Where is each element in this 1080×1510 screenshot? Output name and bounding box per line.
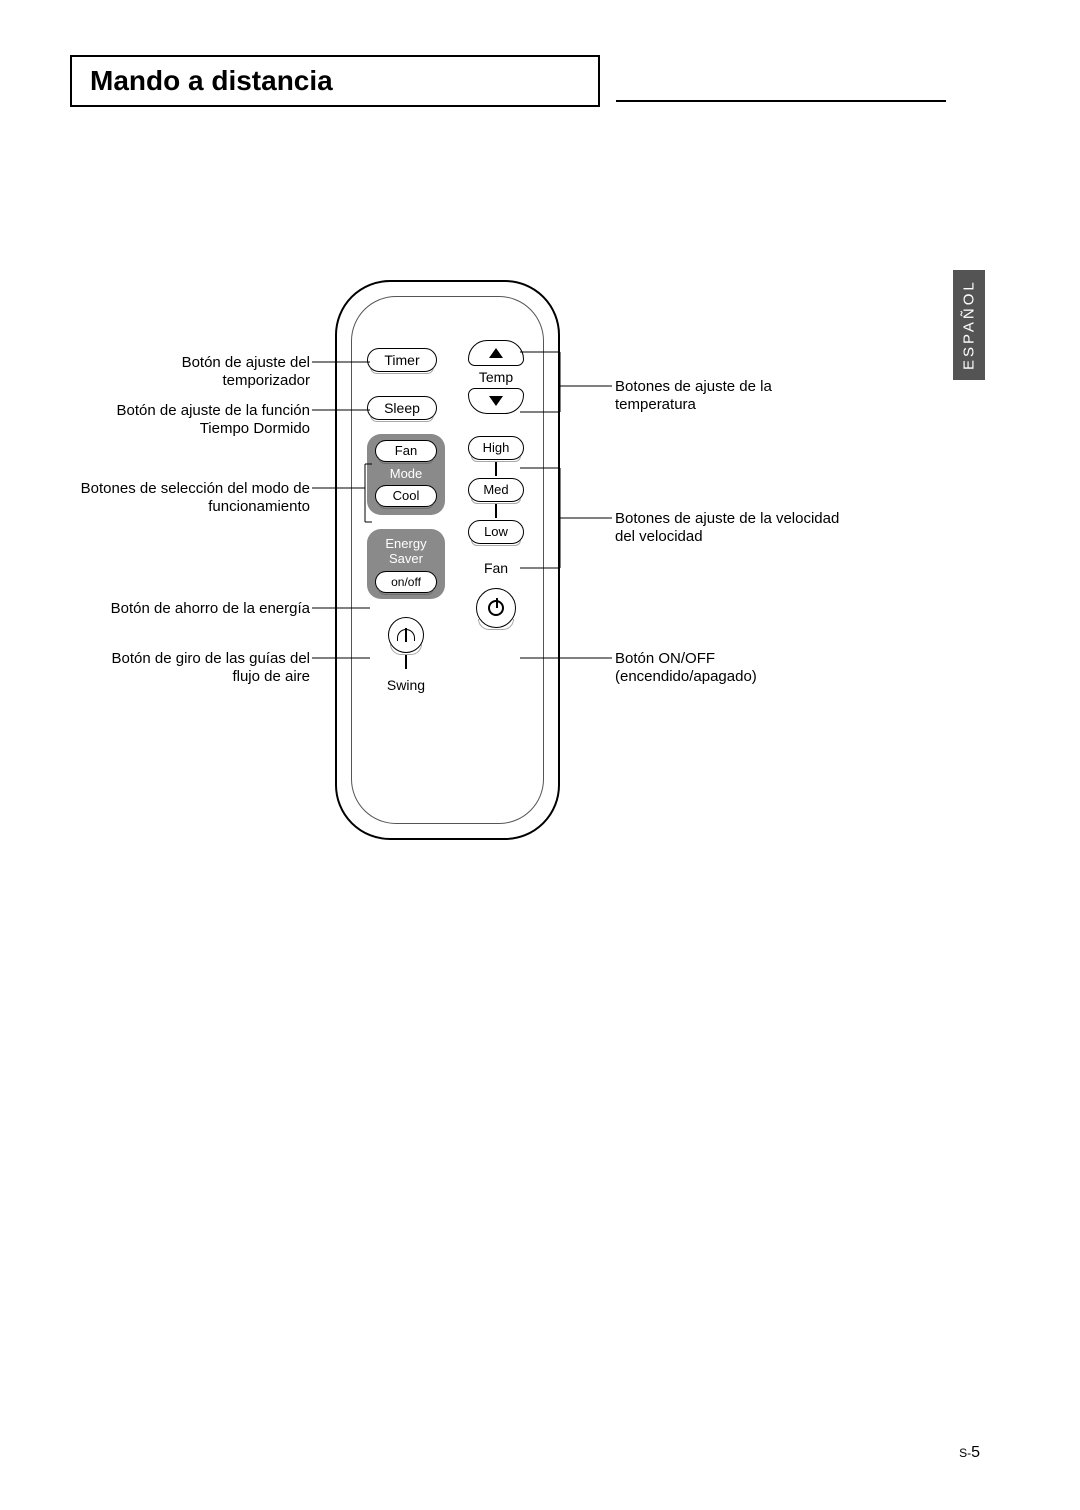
leader-lines bbox=[0, 0, 1080, 1510]
